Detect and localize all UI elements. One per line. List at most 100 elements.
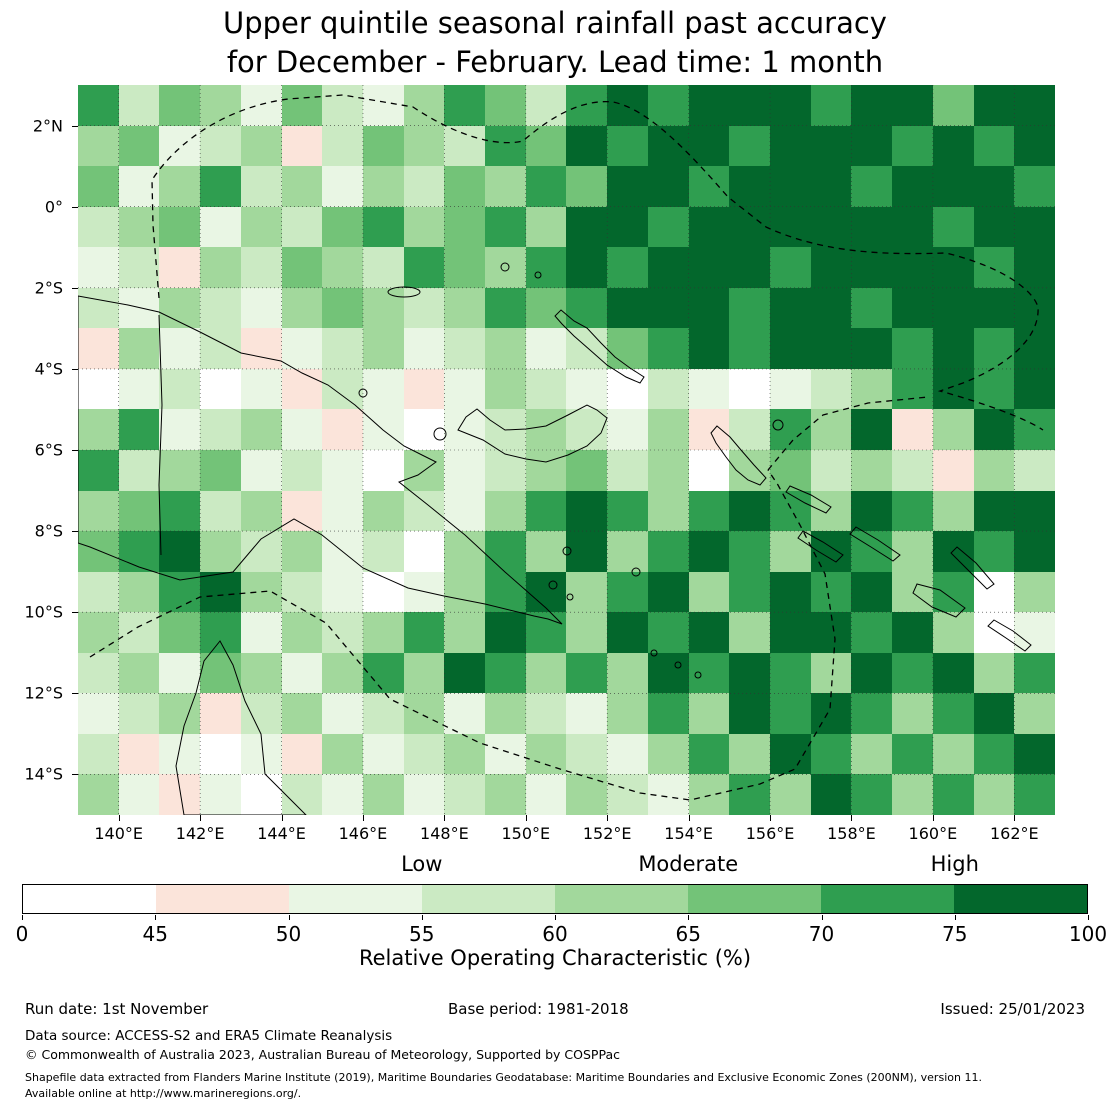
map-cell [729, 693, 771, 734]
map-cell [240, 612, 282, 653]
map-cell [444, 571, 486, 613]
map-cell [403, 368, 445, 410]
x-axis: 140°E 142°E 144°E 146°E 148°E 150°E 152°E 154°E… [78, 815, 1055, 847]
map-cell [118, 774, 160, 815]
map-cell [607, 450, 648, 491]
colorbar-caption: Relative Operating Characteristic (%) [358, 946, 752, 970]
colorbar-tick-label: 100 [1068, 922, 1108, 946]
map-cell [362, 287, 404, 329]
copyright-text: © Commonwealth of Australia 2023, Austra… [25, 1047, 620, 1062]
map-cell [159, 531, 201, 572]
map-cell [240, 125, 282, 167]
map-cell [118, 733, 160, 775]
map-cell [810, 328, 852, 369]
map-cell [525, 733, 567, 775]
map-cell [118, 531, 160, 572]
map-cell [566, 652, 608, 694]
map-cell [566, 531, 608, 572]
map-cell [607, 85, 648, 126]
map-cell [647, 368, 689, 410]
map-cell [647, 450, 689, 491]
map-cell [118, 166, 160, 207]
colorbar-segment [954, 885, 1087, 913]
map-cell [240, 733, 282, 775]
map-cell [525, 328, 567, 369]
map-cell [281, 531, 323, 572]
map-cell [403, 85, 445, 126]
map-cell [403, 612, 445, 653]
map-cell [851, 368, 893, 410]
map-cell [485, 125, 526, 167]
map-cell [159, 368, 201, 410]
map-cell [322, 531, 363, 572]
map-cell [810, 693, 852, 734]
map-cell [362, 368, 404, 410]
map-cell [932, 693, 974, 734]
map-cell [525, 571, 567, 613]
map-cell [770, 571, 811, 613]
map-cell [118, 571, 160, 613]
map-cell [200, 531, 241, 572]
map-cell [159, 612, 201, 653]
map-cell [932, 409, 974, 450]
map-cell [240, 328, 282, 369]
map-cell [200, 247, 241, 288]
map-cell [362, 490, 404, 532]
colorbar-segment [156, 885, 289, 913]
map-cell [688, 693, 730, 734]
map-cell [444, 125, 486, 167]
map-cell [118, 328, 160, 369]
map-cell [78, 450, 119, 491]
map-cell [403, 652, 445, 694]
colorbar-tick-mark [155, 915, 157, 920]
map-cell [362, 85, 404, 126]
map-cell [78, 125, 119, 167]
map-cell [281, 490, 323, 532]
map-cell [525, 125, 567, 167]
map-cell [118, 287, 160, 329]
map-cell [322, 571, 363, 613]
map-cell [118, 612, 160, 653]
map-cell [1014, 450, 1055, 491]
map-cell [688, 409, 730, 450]
map-cell [892, 409, 933, 450]
map-cell [485, 693, 526, 734]
map-cell [322, 409, 363, 450]
map-cell [322, 733, 363, 775]
colorbar-tick-label: 45 [142, 922, 168, 946]
map-cell [607, 125, 648, 167]
map-cell [851, 774, 893, 815]
map-cell [892, 125, 933, 167]
map-cell [810, 774, 852, 815]
map-cell [770, 247, 811, 288]
map-cell [444, 774, 486, 815]
map-cell [403, 206, 445, 248]
map-cell [851, 652, 893, 694]
map-cell [485, 531, 526, 572]
map-cell [932, 612, 974, 653]
map-cell [688, 328, 730, 369]
map-cell [78, 571, 119, 613]
base-period-text: Base period: 1981-2018 [448, 1000, 629, 1018]
map-cell [362, 206, 404, 248]
map-cell [566, 368, 608, 410]
lon-tick-label: 144°E [257, 824, 306, 843]
map-cell [607, 409, 648, 450]
map-cell [485, 166, 526, 207]
lat-tick-label: 4°S [34, 359, 63, 379]
map-cell [851, 571, 893, 613]
lat-tick-mark [72, 693, 78, 695]
legend-class-label: Moderate [638, 852, 739, 876]
map-cell [78, 774, 119, 815]
map-cell [240, 409, 282, 450]
map-cell [810, 206, 852, 248]
map-cell [281, 125, 323, 167]
lon-tick-label: 154°E [664, 824, 713, 843]
colorbar-segment [23, 885, 156, 913]
legend: Low Moderate High 0 45 50 55 60 65 70 75 100 Relat… [16, 852, 1107, 970]
map-cell [403, 490, 445, 532]
colorbar-tick-mark [954, 915, 956, 920]
colorbar-segment [555, 885, 688, 913]
map-cell [1014, 328, 1055, 369]
lon-tick-mark [118, 815, 120, 821]
